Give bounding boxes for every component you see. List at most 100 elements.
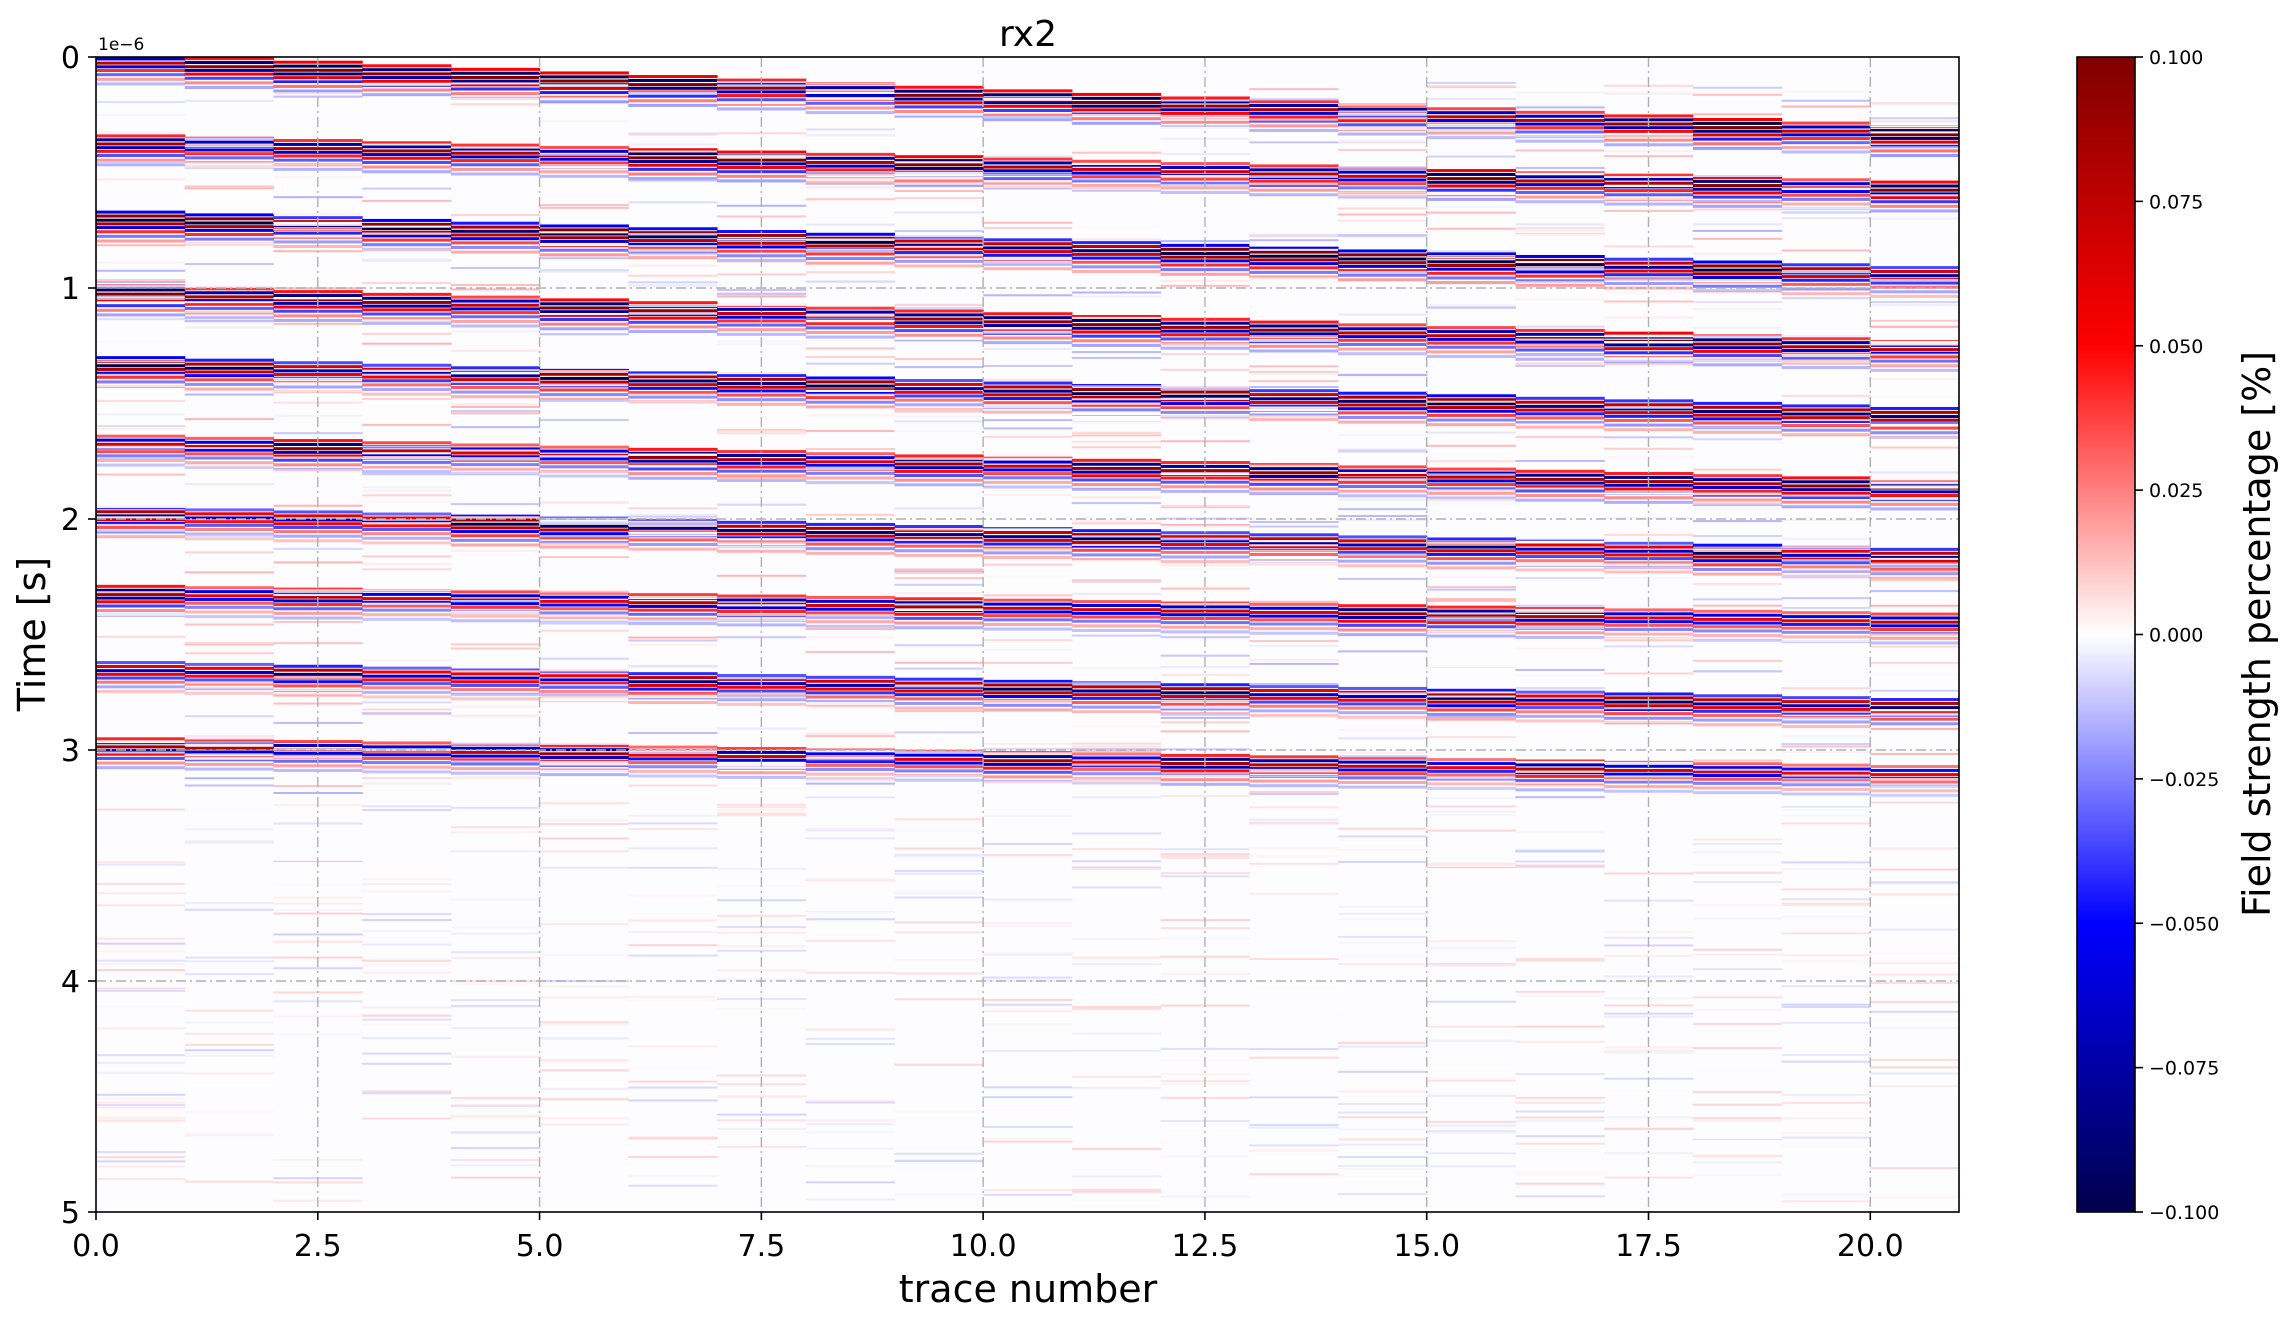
noise-band — [1870, 1066, 1959, 1069]
noise-band — [1515, 860, 1605, 863]
noise-band — [1692, 1119, 1783, 1122]
noise-band — [717, 914, 807, 917]
reflection-band — [1515, 126, 1605, 130]
reflection-band — [805, 611, 896, 615]
noise-band — [1781, 1193, 1871, 1196]
reflection-band — [362, 79, 452, 83]
reflection-band — [1870, 620, 1959, 624]
noise-band — [1071, 1188, 1162, 1191]
noise-band — [1870, 633, 1959, 636]
noise-band — [894, 1063, 984, 1066]
noise-band — [184, 319, 275, 322]
reflection-band — [1781, 287, 1871, 291]
reflection-band — [1692, 572, 1783, 576]
noise-band — [628, 643, 718, 646]
noise-band — [805, 827, 896, 830]
reflection-band — [96, 308, 186, 312]
reflection-band — [362, 160, 452, 164]
reflection-band — [894, 114, 984, 118]
noise-band — [1249, 557, 1339, 560]
noise-band — [1249, 862, 1339, 865]
noise-band — [184, 393, 275, 396]
reflection-band — [184, 738, 275, 742]
noise-band — [628, 866, 718, 869]
reflection-band — [1870, 551, 1959, 555]
noise-band — [1338, 553, 1428, 556]
noise-band — [1338, 166, 1428, 169]
reflection-band — [717, 332, 807, 336]
reflection-band — [362, 227, 452, 231]
noise-band — [1338, 963, 1428, 966]
reflection-band — [894, 616, 984, 620]
noise-band — [983, 854, 1073, 857]
reflection-band — [1338, 623, 1428, 627]
noise-band — [362, 199, 452, 202]
reflection-band — [1781, 565, 1871, 569]
reflection-band — [805, 679, 896, 683]
reflection-band — [805, 405, 896, 409]
reflection-band — [1426, 491, 1517, 495]
noise-band — [96, 261, 186, 264]
noise-band — [628, 393, 718, 396]
reflection-band — [1515, 274, 1605, 278]
reflection-band — [1692, 264, 1783, 268]
reflection-band — [1426, 252, 1517, 256]
noise-band — [273, 212, 363, 215]
trace-column — [1515, 91, 1605, 1198]
reflection-band — [1071, 611, 1162, 615]
reflection-band — [717, 528, 807, 532]
reflection-band — [184, 594, 275, 598]
reflection-band — [1692, 474, 1783, 478]
reflection-band — [184, 758, 275, 762]
reflection-band — [1338, 547, 1428, 551]
reflection-band — [450, 746, 541, 750]
reflection-band — [450, 83, 541, 87]
noise-band — [96, 473, 186, 476]
reflection-band — [1160, 166, 1250, 170]
noise-band — [1515, 1040, 1605, 1043]
reflection-band — [1426, 475, 1517, 479]
noise-band — [805, 198, 896, 201]
noise-band — [1249, 791, 1339, 794]
noise-band — [1071, 1157, 1162, 1160]
noise-band — [1692, 948, 1783, 951]
reflection-band — [1160, 765, 1250, 769]
noise-band — [1781, 568, 1871, 571]
reflection-band — [184, 465, 275, 469]
reflection-band — [1249, 478, 1339, 482]
reflection-band — [894, 166, 984, 170]
reflection-band — [1071, 260, 1162, 264]
reflection-band — [96, 356, 186, 360]
noise-band — [450, 1115, 541, 1118]
reflection-band — [450, 683, 541, 687]
noise-band — [717, 432, 807, 435]
reflection-band — [628, 256, 718, 260]
reflection-band — [1692, 142, 1783, 146]
noise-band — [1515, 1195, 1605, 1198]
noise-band — [1426, 866, 1517, 869]
reflection-band — [983, 627, 1073, 631]
reflection-band — [1071, 318, 1162, 322]
noise-band — [1249, 521, 1339, 524]
noise-band — [805, 829, 896, 832]
reflection-band — [1781, 635, 1871, 639]
noise-band — [1160, 587, 1250, 590]
noise-band — [894, 1147, 984, 1150]
reflection-band — [1249, 693, 1339, 697]
reflection-band — [1870, 698, 1959, 702]
reflection-band — [362, 156, 452, 160]
noise-band — [539, 664, 629, 667]
noise-band — [1870, 194, 1959, 197]
reflection-band — [1604, 414, 1694, 418]
reflection-band — [1338, 619, 1428, 623]
reflection-band — [1426, 479, 1517, 483]
noise-band — [1515, 1182, 1605, 1185]
noise-band — [1781, 745, 1871, 748]
noise-band — [450, 1147, 541, 1150]
reflection-band — [805, 257, 896, 261]
noise-band — [539, 535, 629, 538]
noise-band — [450, 898, 541, 901]
reflection-band — [894, 255, 984, 259]
reflection-band — [628, 83, 718, 87]
noise-band — [450, 381, 541, 384]
